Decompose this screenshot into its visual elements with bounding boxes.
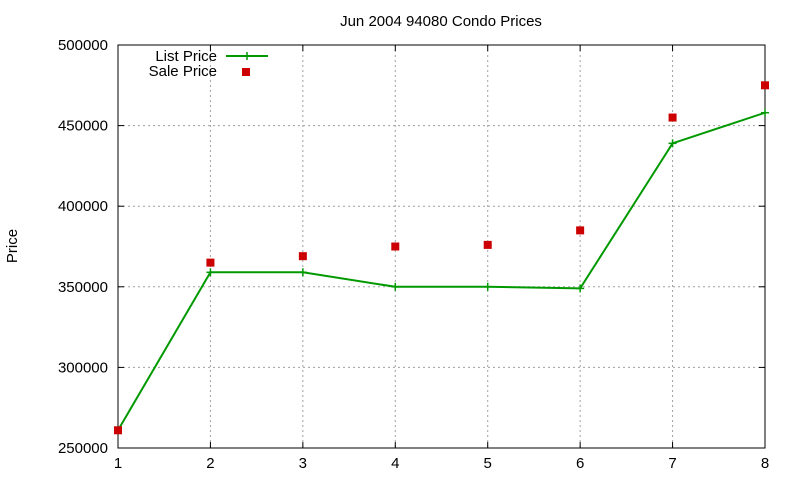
sale-price-point <box>483 240 492 249</box>
list-price-point <box>206 268 215 277</box>
sale-price-point <box>761 81 769 90</box>
axis-ticks: 1 2 3 4 5 6 7 8 250000 300000 350000 400000 450000 50… <box>58 37 769 472</box>
y-tick-label: 450000 <box>58 118 108 135</box>
y-tick-label: 400000 <box>58 198 108 215</box>
x-tick-label: 3 <box>299 455 307 472</box>
list-price-line <box>117 111 766 431</box>
legend-label-sale-price: Sale Price <box>149 63 217 80</box>
x-tick-label: 1 <box>114 455 122 472</box>
series-layer <box>114 81 769 435</box>
chart-title: Jun 2004 94080 Condo Prices <box>340 13 542 30</box>
sale-price-point <box>114 426 122 435</box>
x-tick-label: 6 <box>576 455 584 472</box>
y-axis-label: Price <box>4 229 21 263</box>
x-tick-label: 5 <box>484 455 492 472</box>
grid-lines <box>118 45 765 448</box>
y-tick-label: 250000 <box>58 440 108 457</box>
sale-price-point <box>668 113 677 122</box>
y-tick-label: 300000 <box>58 359 108 376</box>
list-price-point <box>668 139 677 148</box>
plot-frame <box>117 44 766 449</box>
legend-label-list-price: List Price <box>155 48 217 65</box>
sale-price-point <box>391 242 400 251</box>
list-price-point <box>391 282 400 291</box>
list-price-point <box>483 282 492 291</box>
x-tick-label: 8 <box>761 455 769 472</box>
y-tick-label: 350000 <box>58 279 108 296</box>
sale-price-point <box>298 252 307 261</box>
list-price-point <box>576 284 585 293</box>
sale-price-point <box>576 226 585 235</box>
sale-price-point <box>206 258 215 267</box>
list-price-point <box>298 268 307 277</box>
x-tick-label: 7 <box>668 455 676 472</box>
legend-swatch-sale-price <box>242 68 250 76</box>
x-tick-label: 4 <box>391 455 399 472</box>
list-price-point <box>761 108 769 117</box>
x-tick-label: 2 <box>206 455 214 472</box>
y-tick-label: 500000 <box>58 37 108 54</box>
